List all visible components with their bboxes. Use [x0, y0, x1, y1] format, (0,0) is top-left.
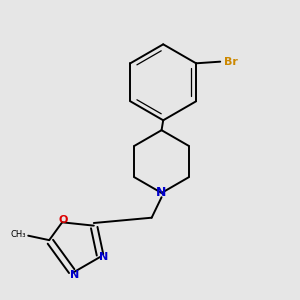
- Text: CH₃: CH₃: [10, 230, 26, 239]
- Text: N: N: [99, 252, 108, 262]
- Text: N: N: [156, 186, 167, 200]
- Text: N: N: [70, 270, 79, 280]
- Text: Br: Br: [224, 57, 238, 67]
- Text: O: O: [58, 215, 68, 225]
